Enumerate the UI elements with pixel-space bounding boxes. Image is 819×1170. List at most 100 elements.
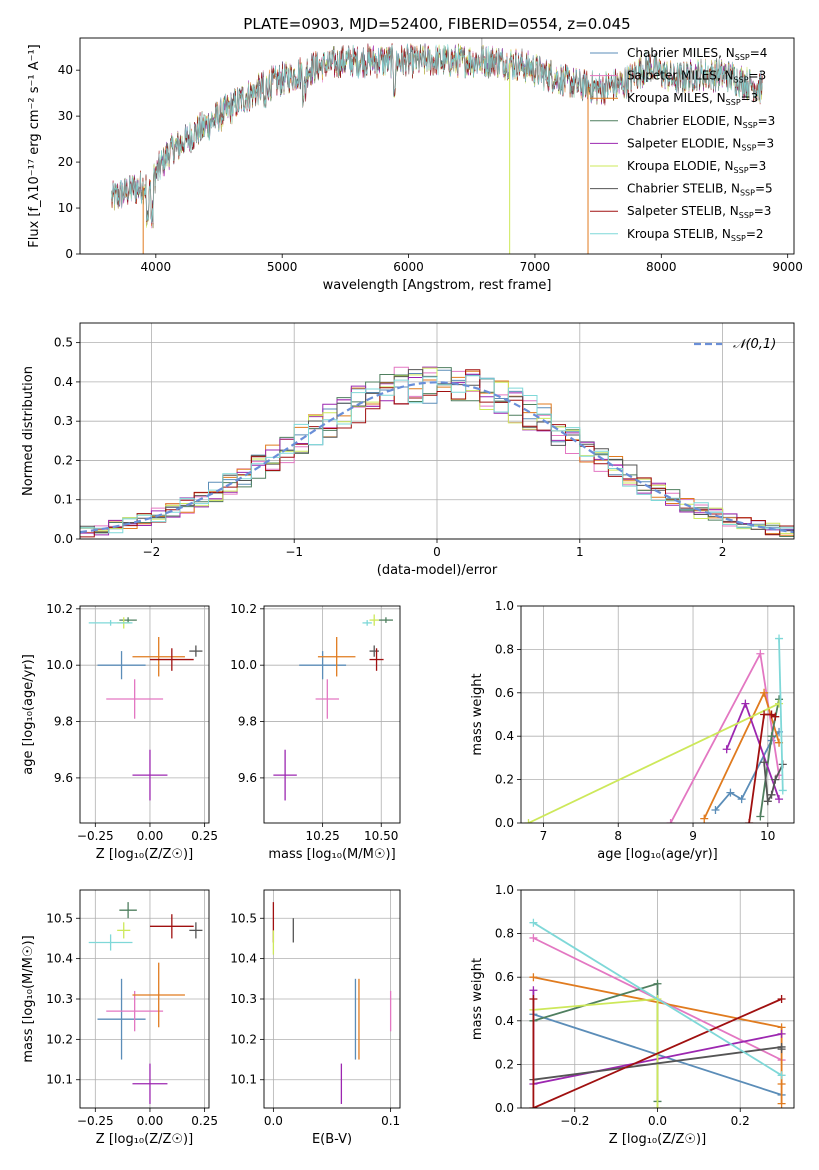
weight-marker — [760, 688, 769, 697]
weight-marker — [767, 732, 776, 741]
weight-marker — [529, 918, 538, 927]
x-axis-label: (data-model)/error — [377, 563, 498, 578]
weight-line-salpeter_stelib — [532, 998, 782, 1108]
y-axis-label: age [log₁₀(age/yr)] — [21, 654, 36, 775]
y-tick-label: 0.0 — [495, 816, 514, 830]
weight-marker — [763, 797, 772, 806]
weight-marker — [524, 819, 533, 823]
legend: Chabrier MILES, NSSP=4 Salpeter MILES, NS… — [590, 46, 775, 243]
x-tick-label: 1 — [576, 545, 584, 559]
x-tick-label: 0.2 — [731, 1114, 750, 1128]
x-tick-label: −0.25 — [77, 1114, 114, 1128]
spectrum-series-kroupa_stelib — [111, 43, 763, 224]
axes-frame — [263, 889, 401, 1109]
chart-mass_vs_ebv: 0.0 0.1 10.1 10.2 10.3 10.4 10.5 E(B-V) — [230, 889, 401, 1147]
weight-marker — [529, 973, 538, 982]
y-tick-label: 10.3 — [46, 992, 73, 1006]
y-tick-label: 40 — [58, 63, 73, 77]
errorbar-point — [369, 614, 379, 626]
y-tick-label: 1.0 — [495, 883, 514, 897]
errorbars — [273, 614, 393, 801]
y-tick-label: 0.2 — [495, 1057, 514, 1071]
axes-frame — [79, 889, 210, 1109]
x-tick-label: 8 — [614, 829, 622, 843]
x-tick-label: 8000 — [646, 260, 677, 274]
axes-frame — [520, 605, 795, 824]
y-tick-label: 0.1 — [54, 493, 73, 507]
y-tick-label: 0.4 — [495, 729, 514, 743]
y-tick-label: 9.8 — [238, 715, 257, 729]
errorbar-point — [273, 749, 297, 801]
x-tick-label: 0.1 — [381, 1114, 400, 1128]
weight-marker — [529, 933, 538, 942]
y-tick-label: 30 — [58, 109, 73, 123]
axes-frame — [79, 322, 795, 540]
errorbar-point — [119, 902, 137, 919]
y-tick-label: 0.0 — [495, 1101, 514, 1115]
legend-rest: =2 — [746, 227, 764, 241]
legend-label: Kroupa STELIB, NSSP=2 — [627, 227, 764, 243]
y-tick-label: 10.3 — [230, 992, 257, 1006]
x-axis-label: Z [log₁₀(Z/Z☉)] — [96, 847, 193, 862]
x-tick-label: −1 — [285, 545, 303, 559]
y-tick-label: 10.2 — [230, 602, 257, 616]
weight-marker — [760, 710, 769, 719]
errorbar-point — [317, 637, 356, 677]
errorbar-point — [149, 648, 194, 671]
errorbar-point — [88, 934, 133, 951]
errorbars — [272, 902, 392, 1104]
legend-label: Salpeter STELIB, NSSP=3 — [627, 204, 771, 220]
x-tick-label: −0.2 — [560, 1114, 589, 1128]
y-tick-label: 10.4 — [230, 952, 257, 966]
legend-label: Chabrier ELODIE, NSSP=3 — [627, 114, 775, 130]
weight-line-kroupa_stelib — [532, 921, 783, 1077]
x-axis-label: wavelength [Angstrom, rest frame] — [323, 278, 552, 293]
weight-marker — [529, 995, 538, 1003]
x-tick-label: 0.0 — [264, 1114, 283, 1128]
x-tick-label: 0.00 — [137, 829, 164, 843]
chart-spectrum: 4000 5000 6000 7000 8000 9000 0 10 20 30 40 wavelen… — [27, 37, 803, 293]
x-tick-label: 10.50 — [364, 829, 398, 843]
legend-label: 𝒩(0,1) — [733, 337, 776, 352]
y-tick-label: 9.8 — [54, 715, 73, 729]
x-tick-label: 0.0 — [648, 1114, 667, 1128]
errorbar-point — [119, 617, 137, 623]
errorbars — [88, 902, 203, 1104]
weight-lines — [529, 918, 786, 1108]
errorbar-point — [149, 914, 194, 939]
y-tick-label: 0.2 — [54, 453, 73, 467]
x-tick-label: 0.25 — [191, 1114, 218, 1128]
x-tick-label: −2 — [143, 545, 161, 559]
y-tick-label: 10.5 — [230, 911, 257, 925]
weight-marker — [726, 788, 735, 797]
chart-age_vs_Z: −0.25 0.00 0.25 9.6 9.8 10.0 10.2 Z [log₁₀(Z/Z☉… — [21, 602, 218, 862]
weight-marker — [777, 1071, 786, 1080]
y-axis-label: mass weight — [470, 673, 485, 755]
legend-subscript: SSP — [726, 98, 741, 107]
weight-marker — [711, 805, 720, 814]
weight-marker — [771, 712, 780, 721]
legend-label: Salpeter MILES, NSSP=3 — [627, 69, 766, 85]
weight-marker — [775, 634, 784, 643]
x-tick-label: 7 — [540, 829, 548, 843]
weight-marker — [745, 819, 754, 823]
legend-rest: =3 — [749, 159, 767, 173]
errorbar-point — [189, 645, 203, 657]
y-tick-label: 9.6 — [54, 771, 73, 785]
x-tick-label: 10.25 — [305, 829, 339, 843]
chart-residuals: −2 −1 0 1 2 0.0 0.1 0.2 0.3 0.4 0.5 (data-model)/er… — [21, 322, 795, 578]
x-tick-label: 2 — [719, 545, 727, 559]
y-axis-label: mass weight — [470, 958, 485, 1040]
x-tick-label: 7000 — [520, 260, 551, 274]
errorbar-point — [132, 962, 185, 1028]
y-tick-label: 0 — [65, 247, 73, 261]
chart-mass_vs_Z: −0.25 0.00 0.25 10.1 10.2 10.3 10.4 10.5 Z [log₁… — [21, 889, 218, 1147]
legend-subscript: SSP — [739, 211, 754, 220]
x-tick-label: 4000 — [141, 260, 172, 274]
errorbar-point — [132, 749, 168, 801]
weight-marker — [653, 1104, 662, 1108]
errorbar-point — [378, 617, 393, 623]
axes-frame — [263, 605, 401, 824]
errorbar-point — [106, 990, 164, 1032]
x-tick-label: 9 — [689, 829, 697, 843]
